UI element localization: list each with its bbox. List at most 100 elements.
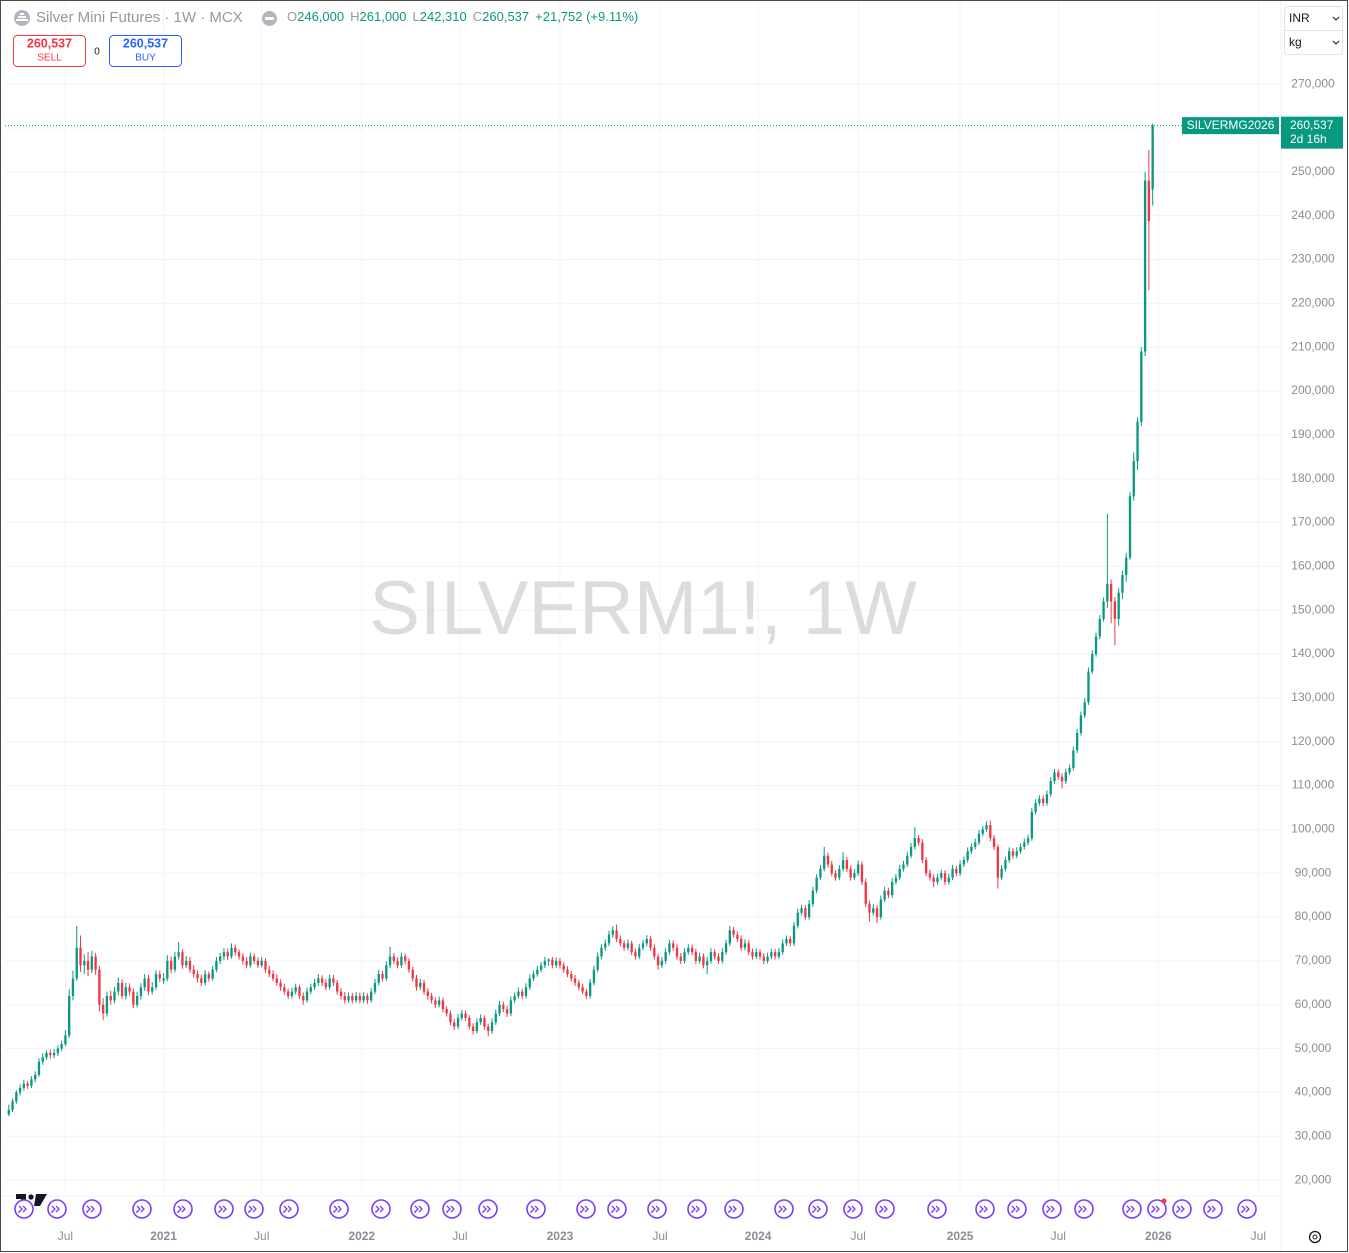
event-marker[interactable]	[279, 1199, 299, 1219]
event-marker[interactable]	[478, 1199, 498, 1219]
event-marker[interactable]	[132, 1199, 152, 1219]
event-marker[interactable]	[687, 1199, 707, 1219]
candle-body	[600, 947, 603, 957]
settings-button[interactable]	[1308, 1230, 1322, 1244]
candle-body	[1121, 575, 1124, 593]
event-glyph	[1176, 1205, 1185, 1213]
ohlc-letter: C	[473, 9, 482, 24]
event-marker[interactable]	[526, 1199, 546, 1219]
event-marker[interactable]	[1007, 1199, 1027, 1219]
candle-body	[105, 995, 109, 1014]
sell-button[interactable]: 260,537 SELL	[13, 35, 86, 67]
event-alert	[1161, 1198, 1167, 1204]
event-marker[interactable]	[173, 1199, 193, 1219]
candle-body	[947, 877, 950, 883]
candle-body	[498, 1004, 501, 1014]
ohlc-value: 246,000	[297, 9, 344, 24]
event-marker[interactable]	[607, 1199, 627, 1219]
currency[interactable]: INR	[1289, 11, 1310, 25]
event-marker[interactable]	[371, 1199, 391, 1219]
event-marker[interactable]	[244, 1199, 264, 1219]
candle-body	[373, 982, 377, 992]
candle-body	[298, 987, 301, 996]
candle-body	[834, 873, 837, 878]
candle-body	[736, 934, 739, 939]
candle-body	[407, 960, 411, 970]
candle-body	[913, 838, 916, 847]
candle-body	[256, 960, 260, 966]
event-marker[interactable]	[1147, 1198, 1167, 1219]
event-marker[interactable]	[329, 1199, 349, 1219]
event-marker[interactable]	[1203, 1199, 1223, 1219]
ohlc-value: 260,537	[482, 9, 529, 24]
unit[interactable]: kg	[1289, 35, 1302, 49]
event-marker[interactable]	[442, 1199, 462, 1219]
candle-body	[932, 877, 935, 883]
event-marker[interactable]	[774, 1199, 794, 1219]
candle-body	[528, 978, 531, 988]
event-marker[interactable]	[1042, 1199, 1062, 1219]
event-marker[interactable]	[82, 1199, 102, 1219]
event-marker[interactable]	[1237, 1199, 1257, 1219]
event-marker[interactable]	[47, 1199, 67, 1219]
event-glyph	[1046, 1205, 1055, 1213]
candle-body	[547, 959, 550, 961]
event-marker[interactable]	[14, 1199, 34, 1219]
candle-body	[857, 864, 860, 874]
sell-box[interactable]	[13, 35, 86, 67]
candle-body	[807, 903, 811, 918]
event-marker[interactable]	[875, 1199, 895, 1219]
candle-body	[747, 943, 750, 953]
y-tick-label: 70,000	[1295, 953, 1332, 967]
candle-body	[1034, 803, 1037, 812]
buy-button[interactable]: 260,537 BUY	[109, 35, 182, 67]
candle-body	[996, 846, 1000, 878]
event-marker[interactable]	[975, 1199, 995, 1219]
event-marker[interactable]	[647, 1199, 667, 1219]
event-marker[interactable]	[1074, 1199, 1094, 1219]
candle-body	[645, 938, 648, 944]
candle-body	[422, 982, 426, 992]
candle-body	[728, 930, 731, 944]
buy-box[interactable]	[109, 35, 182, 67]
candle-body	[1147, 180, 1151, 222]
event-marker[interactable]	[808, 1199, 828, 1219]
event-circle	[875, 1199, 895, 1219]
event-marker[interactable]	[1122, 1199, 1142, 1219]
ohlc-line: O246,000 H261,000 L242,310 C260,537 +21,752 …	[287, 9, 638, 24]
exchange: MCX	[209, 9, 242, 26]
candle-body	[706, 960, 709, 966]
event-marker[interactable]	[927, 1199, 947, 1219]
candle-body	[845, 860, 849, 869]
event-circle	[1237, 1199, 1257, 1219]
candle-body	[1143, 180, 1147, 352]
legend-header: Silver Mini Futures · 1W · MCX O246,000 H…	[14, 9, 638, 26]
candle-body	[951, 868, 954, 878]
separator: ·	[196, 9, 209, 26]
event-circle	[244, 1199, 264, 1219]
logo-part	[34, 1194, 47, 1206]
candle-body	[1004, 860, 1007, 869]
event-marker[interactable]	[576, 1199, 596, 1219]
candle-body	[924, 860, 928, 874]
y-tick-label: 220,000	[1291, 296, 1335, 310]
candle-body	[962, 860, 966, 865]
candle-body	[211, 969, 214, 979]
event-marker[interactable]	[843, 1199, 863, 1219]
candle-body	[196, 974, 199, 979]
x-tick-label: 2021	[150, 1229, 177, 1243]
event-circle	[1122, 1199, 1142, 1219]
event-marker[interactable]	[724, 1199, 744, 1219]
event-marker[interactable]	[1172, 1199, 1192, 1219]
candle-body	[660, 960, 664, 966]
spread: 0	[94, 47, 100, 58]
settings-icon[interactable]	[1308, 1230, 1322, 1244]
candle-body	[630, 943, 633, 953]
candle-body	[245, 960, 248, 966]
candle-body	[75, 947, 78, 979]
event-marker[interactable]	[214, 1199, 234, 1219]
candle-body	[789, 938, 792, 944]
event-marker[interactable]	[410, 1199, 430, 1219]
event-glyph	[375, 1205, 384, 1213]
